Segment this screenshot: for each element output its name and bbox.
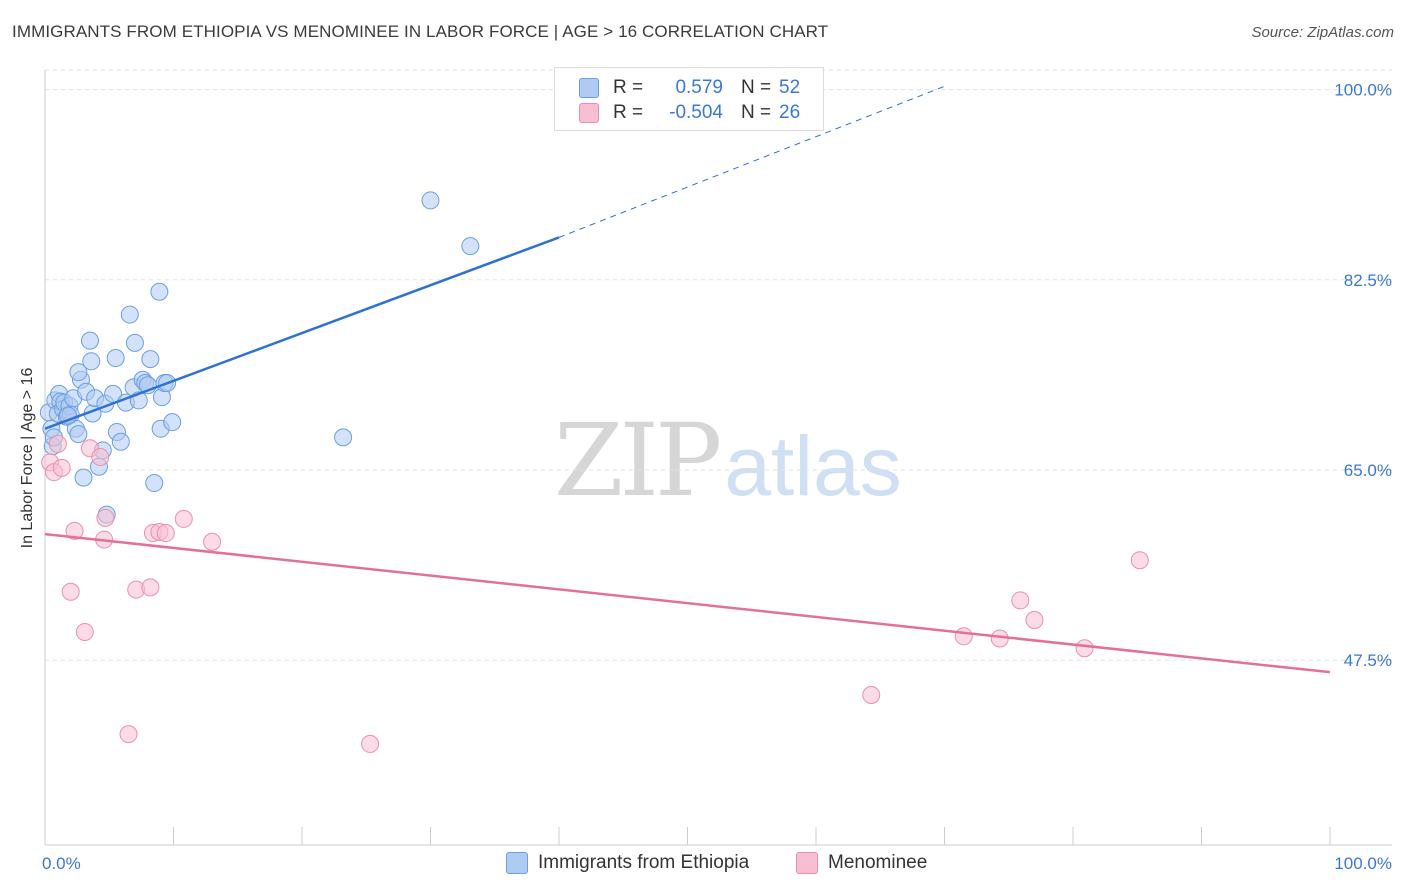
legend-row-ethiopia: R = 0.579 N = 52 [579,76,800,100]
menominee-point [361,734,380,753]
n-value: 26 [779,102,801,123]
menominee-point [52,458,71,477]
legend-swatch-menominee [579,103,599,123]
menominee-point [91,447,110,466]
menominee-point [119,725,138,744]
ethiopia-point [334,428,353,447]
menominee-point [862,686,881,704]
menominee-point [156,524,175,543]
ethiopia-point [111,432,130,451]
grid-layer [45,69,1392,661]
y-tick-label: 65.0% [1344,461,1392,480]
n-label: N = [741,102,772,123]
r-label: R = [613,102,644,123]
x-tick-label-right: 100.0% [1334,854,1392,873]
menominee-point [1130,551,1149,570]
legend-swatch-ethiopia [506,852,528,874]
menominee-point [65,521,84,540]
ethiopia-point [80,331,99,350]
source-label: Source: ZipAtlas.com [1251,24,1394,41]
menominee-point [1075,639,1094,658]
menominee-point [954,627,973,646]
legend-item-menominee[interactable]: Menominee [796,852,927,874]
trend-layer [44,85,1331,674]
menominee-point [1025,611,1044,629]
series-legend: Immigrants from Ethiopia Menominee [0,852,1406,876]
ethiopia-point [141,350,160,369]
ethiopia-point [82,352,101,371]
menominee-point [48,434,67,453]
menominee-trend-line [44,532,1331,674]
ethiopia-point [163,413,182,432]
ethiopia-trend-line [44,236,560,430]
x-tick-label-left: 0.0% [42,854,81,873]
menominee-point [96,508,115,527]
menominee-point [141,578,160,597]
legend-label-menominee: Menominee [828,852,928,873]
watermark-zip: ZIP [554,402,722,519]
watermark-atlas: atlas [724,419,902,513]
ethiopia-point [461,237,480,256]
r-label: R = [613,77,644,98]
y-tick-label: 47.5% [1344,651,1392,670]
n-value: 52 [779,77,801,98]
ethiopia-point [69,425,88,444]
ethiopia-point [421,191,440,210]
y-tick-label: 100.0% [1334,81,1392,100]
menominee-point [1011,591,1030,610]
n-label: N = [741,77,772,98]
legend-row-menominee: R = -0.504 N = 26 [579,101,800,125]
y-tick-label: 82.5% [1344,271,1392,290]
menominee-point [174,509,193,528]
ethiopia-point [120,305,139,324]
menominee-point [61,582,80,601]
axis-layer [44,70,1392,846]
menominee-point [75,622,94,641]
ethiopia-point [106,349,125,368]
menominee-point [203,532,222,551]
legend-swatch-menominee [796,852,818,874]
legend-label-ethiopia: Immigrants from Ethiopia [538,852,750,873]
legend-item-ethiopia[interactable]: Immigrants from Ethiopia [506,852,749,874]
correlation-legend: R = 0.579 N = 52 R = -0.504 N = 26 [554,67,824,131]
ethiopia-point [150,282,169,301]
y-axis-label: In Labor Force | Age > 16 [19,367,36,549]
legend-swatch-ethiopia [579,78,599,98]
ethiopia-point [74,468,93,487]
watermark: ZIPatlas [554,402,902,519]
tick-label-layer: 100.0% 82.5% 65.0% 47.5% 0.0% 100.0% [42,81,1392,873]
r-value: 0.579 [675,77,723,98]
r-value: -0.504 [669,102,723,123]
ethiopia-point [69,363,88,382]
chart-title: IMMIGRANTS FROM ETHIOPIA VS MENOMINEE IN… [12,22,829,41]
point-layer [39,191,1149,753]
ethiopia-trend-extension [558,85,945,238]
ethiopia-point [125,333,144,352]
ethiopia-point [145,474,164,493]
